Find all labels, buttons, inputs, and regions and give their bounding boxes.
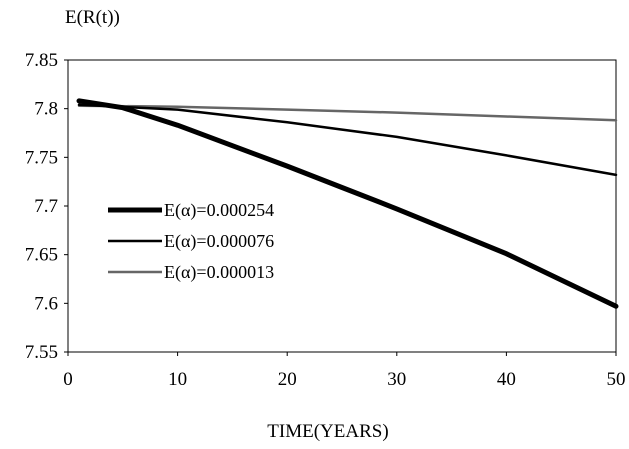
- series-line-2: [77, 103, 618, 177]
- y-tick-label: 7.7: [34, 196, 58, 217]
- x-tick-label: 50: [607, 369, 626, 390]
- y-tick-label: 7.55: [25, 342, 58, 363]
- x-tick-label: 30: [387, 369, 406, 390]
- y-axis-ticks: 7.55 7.6 7.65 7.7 7.75 7.8 7.85: [25, 50, 68, 363]
- x-axis-ticks: 0 10 20 30 40 50: [63, 352, 626, 390]
- x-axis-label: TIME(YEARS): [267, 421, 388, 442]
- chart-title: E(R(t)): [65, 7, 120, 28]
- x-tick-label: 40: [497, 369, 516, 390]
- legend-label-1: E(α)=0.000254: [164, 200, 274, 221]
- plot-area: [67, 59, 617, 353]
- x-tick-label: 0: [63, 369, 73, 390]
- series-line-1: [76, 98, 619, 309]
- y-tick-label: 7.75: [25, 147, 58, 168]
- legend-label-2: E(α)=0.000076: [164, 231, 274, 252]
- series-line-3: [77, 104, 618, 122]
- x-tick-label: 10: [168, 369, 187, 390]
- y-tick-label: 7.65: [25, 245, 58, 266]
- y-tick-label: 7.8: [34, 99, 58, 120]
- y-tick-label: 7.85: [25, 50, 58, 71]
- legend: E(α)=0.000254 E(α)=0.000076 E(α)=0.000013: [108, 200, 274, 283]
- series-lines: [76, 98, 619, 309]
- x-tick-label: 20: [278, 369, 297, 390]
- y-tick-label: 7.6: [34, 293, 58, 314]
- legend-label-3: E(α)=0.000013: [164, 262, 274, 283]
